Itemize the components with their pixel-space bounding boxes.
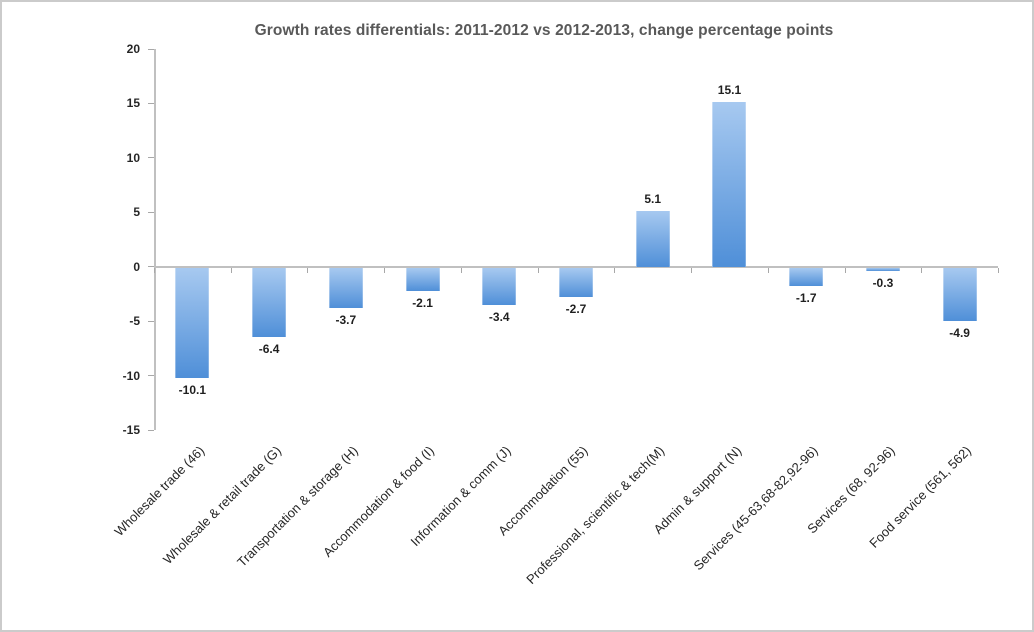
bar-value-label: -0.3	[872, 275, 894, 290]
bar	[865, 267, 900, 271]
y-tick-label: 20	[126, 42, 140, 56]
y-tick	[148, 102, 154, 104]
y-tick	[148, 157, 154, 159]
y-tick-label: 15	[126, 96, 140, 111]
bar-value-label: -3.4	[488, 309, 510, 324]
y-tick	[148, 266, 154, 268]
y-tick	[148, 48, 154, 50]
y-tick	[148, 211, 154, 213]
category-label: Professional, scientific & tech(M)	[523, 443, 668, 587]
x-tick	[691, 267, 693, 273]
category-label: Services (45-63,68-82,92-96)	[690, 443, 821, 574]
bar-value-label: -2.7	[565, 302, 587, 317]
bar-value-label: -1.7	[795, 291, 817, 306]
bar	[789, 267, 824, 287]
bar-value-label: -4.9	[949, 326, 970, 341]
x-axis-line	[154, 265, 998, 268]
bar-value-label: 15.1	[717, 83, 742, 98]
bar	[635, 211, 670, 267]
y-tick-label: -5	[129, 314, 140, 329]
bar	[175, 267, 210, 378]
y-tick-label: -10	[122, 368, 140, 383]
x-tick	[921, 267, 923, 273]
x-tick	[307, 267, 309, 273]
bar-value-label: -6.4	[258, 342, 280, 357]
y-tick-label: 5	[133, 205, 140, 220]
x-tick	[767, 267, 769, 273]
x-tick	[614, 267, 616, 273]
bar	[328, 267, 363, 308]
chart-title: Growth rates differentials: 2011-2012 vs…	[254, 22, 834, 39]
bar	[942, 267, 977, 322]
bar-value-label: 5.1	[644, 192, 662, 207]
y-tick-label: 0	[133, 259, 140, 274]
y-tick-label: 10	[126, 150, 140, 165]
y-axis-line	[154, 49, 156, 430]
x-tick	[384, 267, 386, 273]
x-tick	[230, 267, 232, 273]
bar	[482, 267, 517, 305]
bar	[252, 267, 287, 338]
bar	[712, 102, 747, 267]
bar-value-label: -2.1	[412, 295, 433, 310]
bar-value-label: -3.7	[335, 312, 357, 327]
y-tick	[148, 320, 154, 322]
y-tick	[148, 429, 154, 431]
x-tick	[998, 267, 999, 273]
x-tick	[537, 267, 539, 273]
bar-value-label: -10.1	[178, 382, 207, 397]
bar	[559, 267, 593, 298]
x-tick	[844, 267, 846, 273]
y-tick	[148, 375, 154, 377]
x-tick	[460, 267, 462, 273]
y-tick-label: -15	[122, 423, 140, 437]
bar	[405, 267, 440, 291]
x-tick	[154, 267, 155, 273]
